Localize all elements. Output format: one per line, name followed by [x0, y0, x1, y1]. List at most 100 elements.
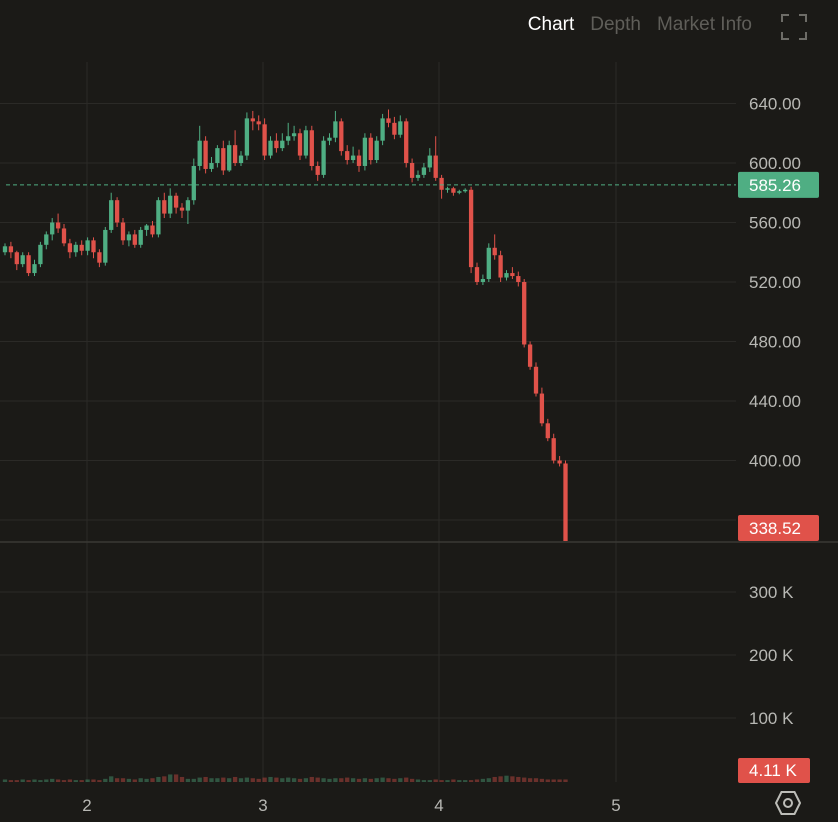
- candle-body: [44, 234, 49, 245]
- volume-bar: [79, 780, 84, 782]
- volume-bar: [67, 779, 73, 782]
- volume-bar: [421, 780, 427, 782]
- candle-body: [268, 140, 273, 156]
- volume-bar: [179, 776, 185, 782]
- last-price-badge: 585.26: [738, 171, 819, 198]
- candle-body: [356, 155, 362, 166]
- candle-body: [504, 273, 509, 278]
- tab-chart[interactable]: Chart: [527, 14, 575, 35]
- chart-tabs: Chart Depth Market Info: [528, 14, 752, 36]
- volume-bar: [392, 778, 397, 782]
- price-tick-label: 600.00: [749, 154, 801, 173]
- volume-bar: [362, 778, 368, 782]
- candle-body: [563, 463, 568, 541]
- candle-body: [386, 118, 391, 123]
- candle-body: [303, 130, 309, 156]
- candle-body: [85, 240, 90, 251]
- candle-body: [516, 276, 521, 282]
- chart-grid: [0, 62, 736, 782]
- candle-body: [297, 133, 303, 156]
- candle-body: [333, 121, 338, 138]
- volume-bar: [191, 778, 196, 782]
- volume-bar: [345, 777, 350, 782]
- volume-bar: [498, 776, 503, 782]
- volume-bar: [168, 774, 173, 782]
- volume-bar: [203, 776, 208, 782]
- volume-bar: [291, 778, 297, 782]
- volume-bar: [138, 778, 143, 782]
- volume-bar: [333, 778, 338, 782]
- candle-body: [173, 195, 179, 208]
- volume-bar: [380, 777, 385, 782]
- candle-body: [38, 244, 43, 265]
- candle-body: [457, 191, 462, 193]
- volume-bar: [50, 778, 55, 782]
- volume-bar: [150, 778, 155, 782]
- candle-body: [445, 188, 450, 190]
- candle-body: [250, 118, 255, 122]
- volume-bar: [315, 777, 320, 782]
- volume-bar: [103, 778, 108, 782]
- candle-body: [20, 255, 25, 265]
- candle-body: [309, 130, 314, 166]
- hexagon-settings-icon[interactable]: [774, 790, 802, 816]
- volume-bar: [215, 778, 220, 782]
- candle-body: [73, 244, 78, 253]
- volume-bar: [327, 778, 332, 782]
- volume-bar: [61, 780, 67, 782]
- candle-body: [321, 140, 326, 175]
- time-tick-label: 3: [258, 796, 267, 815]
- candle-body: [238, 155, 244, 163]
- price-axis: 640.00 600.00 560.00 520.00 480.00 440.00 400.…: [749, 95, 801, 471]
- candle-body: [527, 344, 533, 367]
- candle-body: [209, 163, 214, 169]
- candle-body: [539, 393, 545, 424]
- svg-text:338.52: 338.52: [749, 519, 801, 538]
- volume-bar: [238, 778, 244, 782]
- volume-bar: [439, 780, 444, 782]
- volume-bar: [339, 778, 344, 782]
- candles: [2, 109, 568, 541]
- candle-body: [404, 121, 409, 163]
- tab-depth[interactable]: Depth: [590, 14, 641, 35]
- candle-body: [474, 267, 480, 282]
- candle-body: [168, 195, 173, 214]
- candle-body: [280, 140, 285, 149]
- volume-bar: [445, 780, 450, 782]
- volume-bar: [533, 778, 539, 782]
- candle-body: [262, 124, 267, 156]
- volume-bar: [321, 778, 326, 782]
- current-price-badge: 338.52: [738, 515, 819, 541]
- candle-body: [451, 188, 456, 193]
- candle-body: [26, 255, 31, 274]
- candle-body: [50, 222, 55, 235]
- candle-body: [227, 145, 232, 171]
- volume-bar: [486, 778, 491, 782]
- volume-bar: [268, 776, 273, 782]
- price-tick-label: 400.00: [749, 452, 801, 471]
- volume-bar: [303, 778, 309, 782]
- candle-body: [339, 121, 344, 152]
- candle-body: [439, 177, 444, 190]
- candle-body: [315, 165, 320, 175]
- candle-body: [179, 207, 185, 211]
- tab-market-info[interactable]: Market Info: [656, 14, 752, 35]
- candle-body: [138, 229, 143, 245]
- candle-body: [114, 200, 120, 223]
- volume-bar: [350, 778, 356, 782]
- candle-body: [421, 167, 427, 175]
- volume-bar: [162, 776, 167, 782]
- candle-body: [415, 174, 421, 178]
- price-tick-label: 520.00: [749, 273, 801, 292]
- volume-bar: [197, 777, 202, 782]
- volume-bar: [457, 780, 462, 782]
- candle-body: [274, 140, 279, 149]
- volume-tick-label: 300 K: [749, 583, 794, 602]
- candle-body: [55, 222, 61, 229]
- volume-bar: [480, 778, 486, 782]
- volume-bar: [286, 777, 291, 782]
- fullscreen-icon[interactable]: [781, 14, 807, 40]
- volume-bar: [126, 778, 132, 782]
- candle-body: [510, 273, 515, 277]
